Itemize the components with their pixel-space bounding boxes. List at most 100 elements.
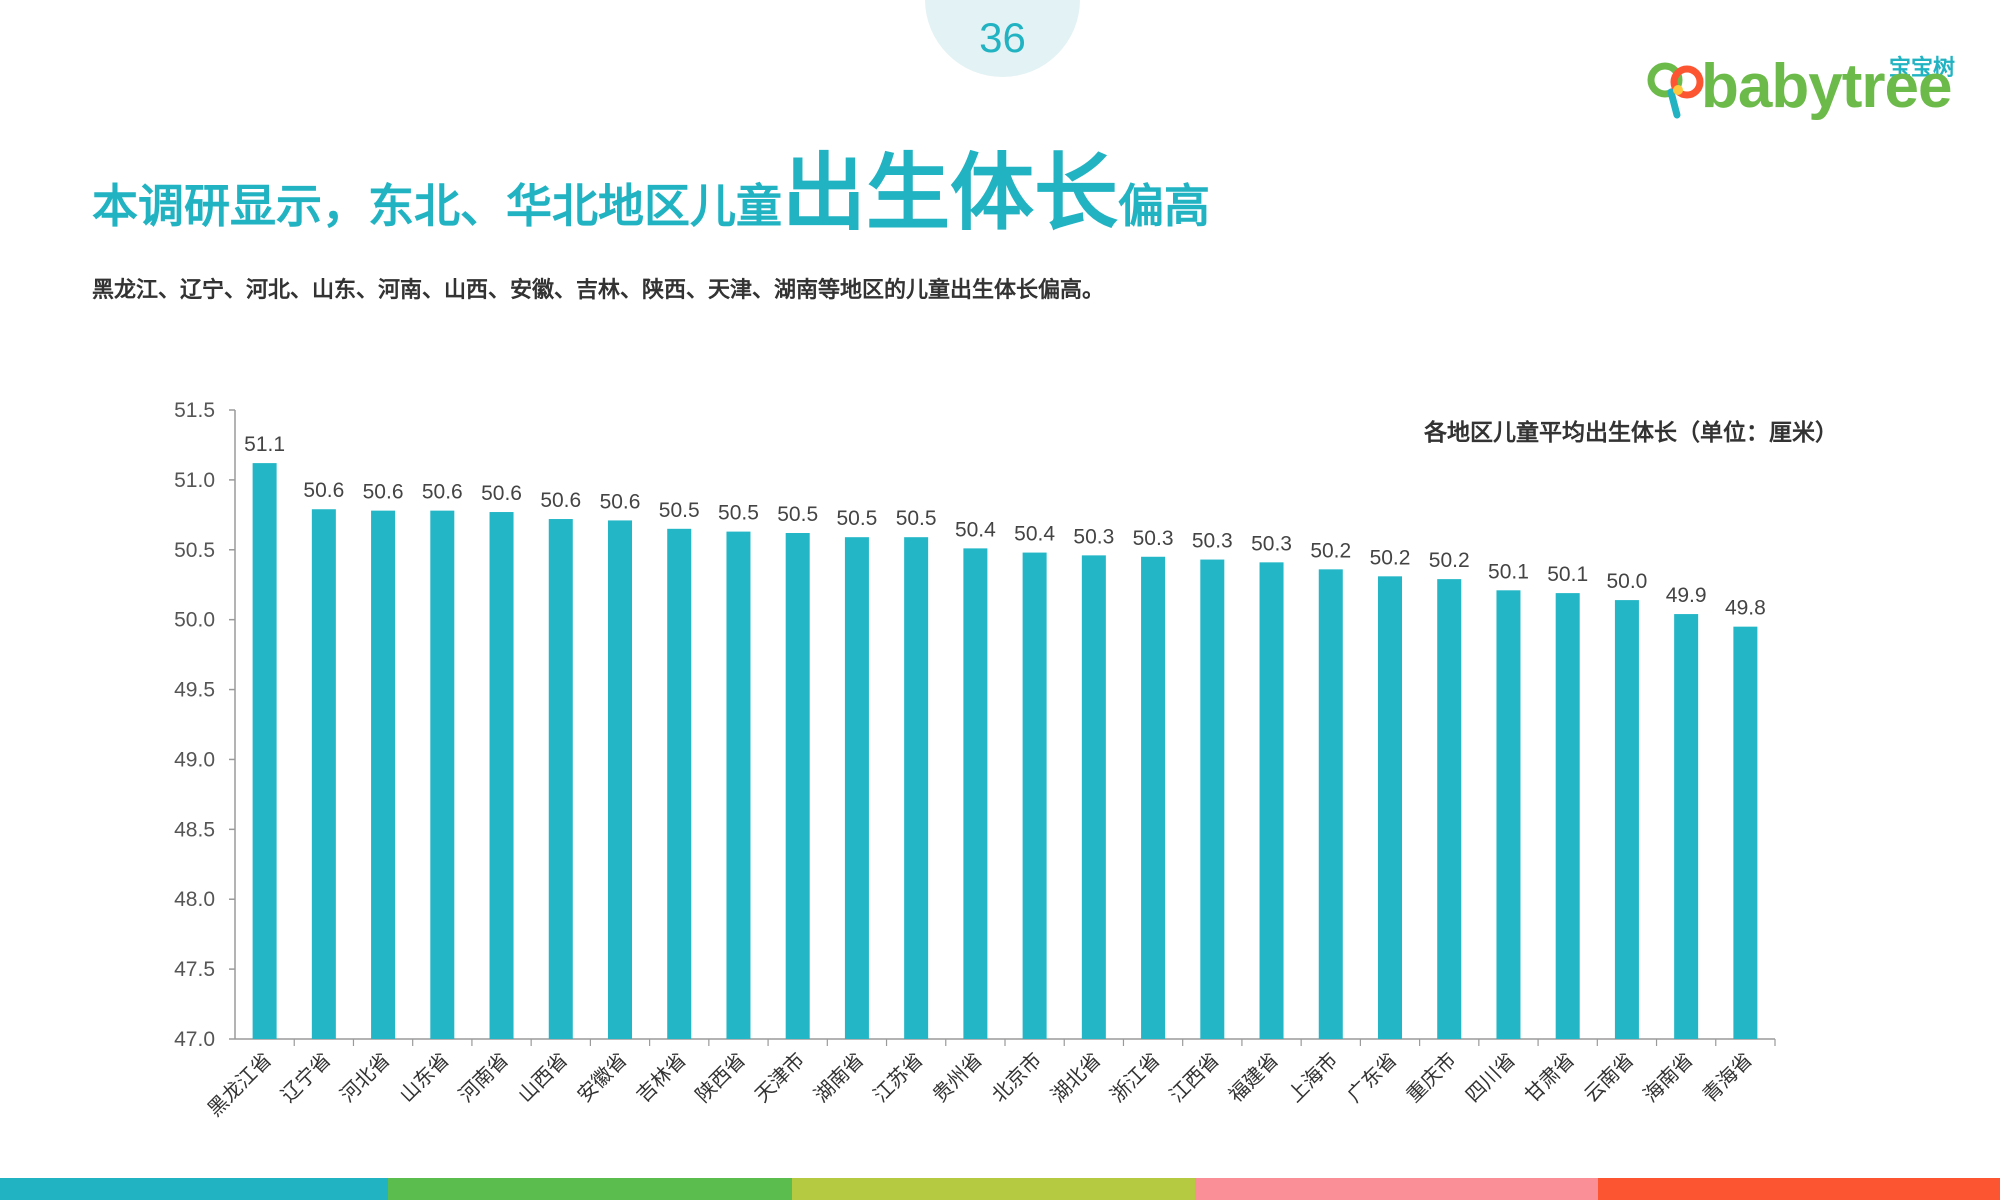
y-tick-label: 51.5 xyxy=(174,399,215,422)
x-tick-label: 山西省 xyxy=(513,1048,572,1107)
x-tick-label: 河南省 xyxy=(454,1048,513,1107)
bar-value-label: 50.6 xyxy=(303,479,344,502)
bar-value-label: 50.2 xyxy=(1310,539,1351,562)
bar-value-label: 50.3 xyxy=(1073,525,1114,548)
x-tick-label: 浙江省 xyxy=(1105,1048,1164,1107)
bar-value-label: 50.5 xyxy=(896,507,937,530)
y-tick-label: 50.5 xyxy=(174,539,215,562)
title-emphasis: 出生体长 xyxy=(782,144,1119,242)
bar-value-label: 50.5 xyxy=(659,499,700,522)
bar xyxy=(844,537,869,1039)
bar-value-label: 50.6 xyxy=(363,481,404,504)
bar xyxy=(963,548,988,1039)
x-tick-label: 北京市 xyxy=(987,1048,1046,1107)
bar xyxy=(1496,590,1521,1039)
x-tick-label: 云南省 xyxy=(1579,1048,1638,1107)
bar xyxy=(726,531,751,1039)
bar-value-label: 50.3 xyxy=(1251,532,1292,555)
bar-value-label: 50.0 xyxy=(1606,570,1647,593)
bar xyxy=(667,528,692,1039)
bar-value-label: 49.9 xyxy=(1666,584,1707,607)
chart-x-tick-labels: 黑龙江省 辽宁省 河北省 山东省 河南省 山西省 安徽省 吉林省 陕西省 天津市 湖南省 江苏省 贵州省… xyxy=(203,1048,1757,1122)
bar xyxy=(1733,626,1758,1039)
y-tick-label: 49.5 xyxy=(174,679,215,702)
bar-value-label: 50.5 xyxy=(836,507,877,530)
y-tick-label: 47.0 xyxy=(174,1028,215,1051)
bar-value-label: 50.2 xyxy=(1429,549,1470,572)
chart-title: 各地区儿童平均出生体长（单位：厘米） xyxy=(1423,419,1838,446)
bar xyxy=(311,509,336,1040)
bar xyxy=(430,510,455,1039)
bar-value-label: 50.6 xyxy=(481,482,522,505)
x-tick-label: 江苏省 xyxy=(868,1048,927,1107)
bar xyxy=(1378,576,1402,1039)
bar xyxy=(785,533,810,1039)
bar xyxy=(548,519,573,1039)
page-subtitle: 黑龙江、辽宁、河北、山东、河南、山西、安徽、吉林、陕西、天津、湖南等地区的儿童出… xyxy=(92,278,1105,303)
y-tick-label: 51.0 xyxy=(174,469,215,492)
logo-wordmark: babytree xyxy=(1701,52,1952,121)
x-tick-label: 重庆市 xyxy=(1401,1048,1460,1107)
x-tick-label: 海南省 xyxy=(1638,1048,1697,1107)
chart-value-labels: 51.1 50.6 50.6 50.6 50.6 50.6 50.6 50.5 50.5 50.5… xyxy=(244,433,1766,620)
bar xyxy=(1200,559,1225,1039)
title-prefix: 本调研显示，东北、华北地区儿童 xyxy=(92,179,782,233)
y-tick-label: 49.0 xyxy=(174,748,215,771)
bar xyxy=(904,537,929,1039)
footer-color-segment xyxy=(1598,1178,2000,1200)
x-tick-label: 湖北省 xyxy=(1046,1048,1105,1107)
bar xyxy=(252,463,277,1039)
x-tick-label: 吉林省 xyxy=(631,1048,690,1107)
bar-value-label: 50.6 xyxy=(422,481,463,504)
x-tick-label: 上海市 xyxy=(1283,1048,1342,1107)
chart-y-tick-labels: 47.0 47.5 48.0 48.5 49.0 49.5 50.0 50.5 51.0 51.5 xyxy=(174,399,215,1051)
page-number: 36 xyxy=(979,14,1026,61)
y-tick-label: 47.5 xyxy=(174,958,215,981)
bar xyxy=(1081,555,1106,1039)
bar-value-label: 50.5 xyxy=(718,502,759,525)
x-tick-label: 甘肃省 xyxy=(1520,1048,1579,1107)
footer-color-bar xyxy=(0,1178,2000,1200)
x-tick-label: 四川省 xyxy=(1461,1048,1520,1107)
bar-value-label: 50.1 xyxy=(1488,560,1529,583)
x-tick-label: 河北省 xyxy=(335,1048,394,1107)
bar xyxy=(1555,593,1580,1039)
x-tick-label: 辽宁省 xyxy=(276,1048,335,1107)
x-tick-label: 黑龙江省 xyxy=(203,1048,277,1122)
x-tick-label: 贵州省 xyxy=(928,1048,987,1107)
bar xyxy=(1674,614,1699,1039)
bar-value-label: 50.4 xyxy=(1014,523,1055,546)
tree-logo-icon xyxy=(1647,62,1704,119)
bar-value-label: 50.3 xyxy=(1192,530,1233,553)
x-tick-label: 青海省 xyxy=(1698,1048,1757,1107)
chart-axes xyxy=(229,409,1776,1046)
bar xyxy=(1259,562,1284,1039)
bar xyxy=(1141,556,1166,1039)
bar-value-label: 50.4 xyxy=(955,518,996,541)
bar-value-label: 50.5 xyxy=(777,503,818,526)
bar xyxy=(608,520,632,1039)
bar-value-label: 50.6 xyxy=(600,490,641,513)
chart-bars xyxy=(252,463,1758,1040)
bar xyxy=(489,512,514,1039)
bar-value-label: 49.8 xyxy=(1725,597,1766,620)
footer-color-segment xyxy=(1195,1178,1598,1200)
x-tick-label: 江西省 xyxy=(1164,1048,1223,1107)
x-tick-label: 湖南省 xyxy=(809,1048,868,1107)
x-tick-label: 安徽省 xyxy=(572,1048,631,1107)
bar xyxy=(1614,600,1639,1039)
babytree-logo: 宝宝树 babytree xyxy=(1645,50,1955,125)
bar xyxy=(371,510,396,1039)
bar xyxy=(1022,552,1047,1039)
x-tick-label: 广东省 xyxy=(1342,1048,1401,1107)
bar-value-label: 50.3 xyxy=(1133,527,1174,550)
footer-color-segment xyxy=(388,1178,792,1200)
y-tick-label: 50.0 xyxy=(174,609,215,632)
footer-color-segment xyxy=(0,1178,388,1200)
title-suffix: 偏高 xyxy=(1118,179,1211,233)
y-tick-label: 48.0 xyxy=(174,888,215,911)
logo-chinese-text: 宝宝树 xyxy=(1888,56,1955,81)
bar-value-label: 50.6 xyxy=(540,489,581,512)
x-tick-label: 天津市 xyxy=(750,1048,809,1107)
